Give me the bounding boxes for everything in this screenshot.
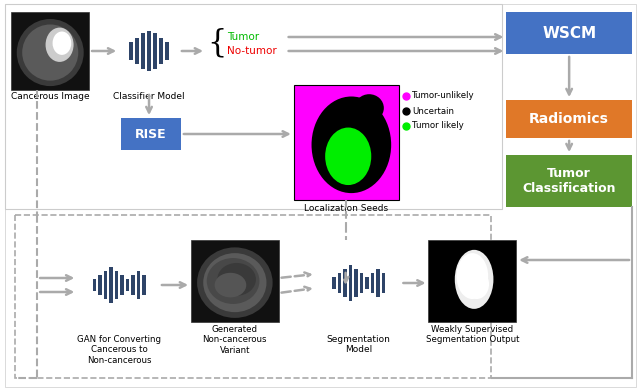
Bar [506,155,632,207]
Text: Segmentation
Model: Segmentation Model [326,335,390,354]
Text: No-tumor: No-tumor [227,46,276,56]
Bar [5,4,502,209]
Bar [428,240,516,322]
Ellipse shape [17,19,84,86]
Ellipse shape [214,273,246,298]
Bar [121,118,181,150]
Text: Generated
Non-cancerous
Variant: Generated Non-cancerous Variant [203,325,267,355]
Bar [15,215,492,378]
Bar [349,265,352,301]
Bar [354,269,358,297]
Ellipse shape [22,25,78,81]
Ellipse shape [204,253,266,312]
Bar [360,273,363,293]
Ellipse shape [355,94,384,122]
Bar [165,42,169,60]
Bar [93,279,96,291]
Ellipse shape [207,258,259,304]
Bar [135,38,139,64]
Ellipse shape [218,263,256,296]
Bar [12,12,89,90]
Ellipse shape [455,250,493,309]
Ellipse shape [45,28,74,62]
Text: Weakly Supervised
Segmentation Output: Weakly Supervised Segmentation Output [426,325,519,344]
Bar [294,85,399,200]
Text: WSCM: WSCM [542,25,596,41]
Text: Tumor-unlikely: Tumor-unlikely [412,91,475,100]
Bar [98,275,102,295]
Text: Tumor likely: Tumor likely [412,122,464,131]
Bar [109,267,113,303]
Bar [125,279,129,291]
Bar [332,277,335,289]
Bar [506,100,632,138]
Bar [191,240,279,322]
Text: GAN for Converting
Cancerous to
Non-cancerous: GAN for Converting Cancerous to Non-canc… [77,335,161,365]
Bar [147,31,151,71]
Bar [343,269,347,297]
Bar [120,275,124,295]
Bar [159,38,163,64]
Ellipse shape [197,248,273,318]
Bar [104,271,107,299]
Bar [142,275,145,295]
Bar [136,271,140,299]
Bar [506,12,632,54]
Text: RISE: RISE [135,127,167,140]
Bar [115,271,118,299]
Ellipse shape [312,97,391,193]
Ellipse shape [52,32,71,55]
Ellipse shape [325,127,371,185]
Text: Tumor: Tumor [227,32,259,42]
Text: Uncertain: Uncertain [412,106,454,115]
Ellipse shape [465,269,489,299]
Text: Localization Seeds: Localization Seeds [304,204,388,213]
Text: Tumor
Classification: Tumor Classification [522,167,616,195]
Text: Radiomics: Radiomics [529,112,609,126]
Text: Classifier Model: Classifier Model [113,92,185,101]
Bar [376,269,380,297]
Ellipse shape [456,253,488,299]
Bar [131,275,134,295]
Bar [129,42,133,60]
Bar [381,273,385,293]
Text: {: { [207,27,227,59]
Bar [371,273,374,293]
Bar [141,33,145,69]
Bar [365,277,369,289]
Bar [153,33,157,69]
Bar [338,273,341,293]
Text: Cancerous Image: Cancerous Image [11,92,90,101]
